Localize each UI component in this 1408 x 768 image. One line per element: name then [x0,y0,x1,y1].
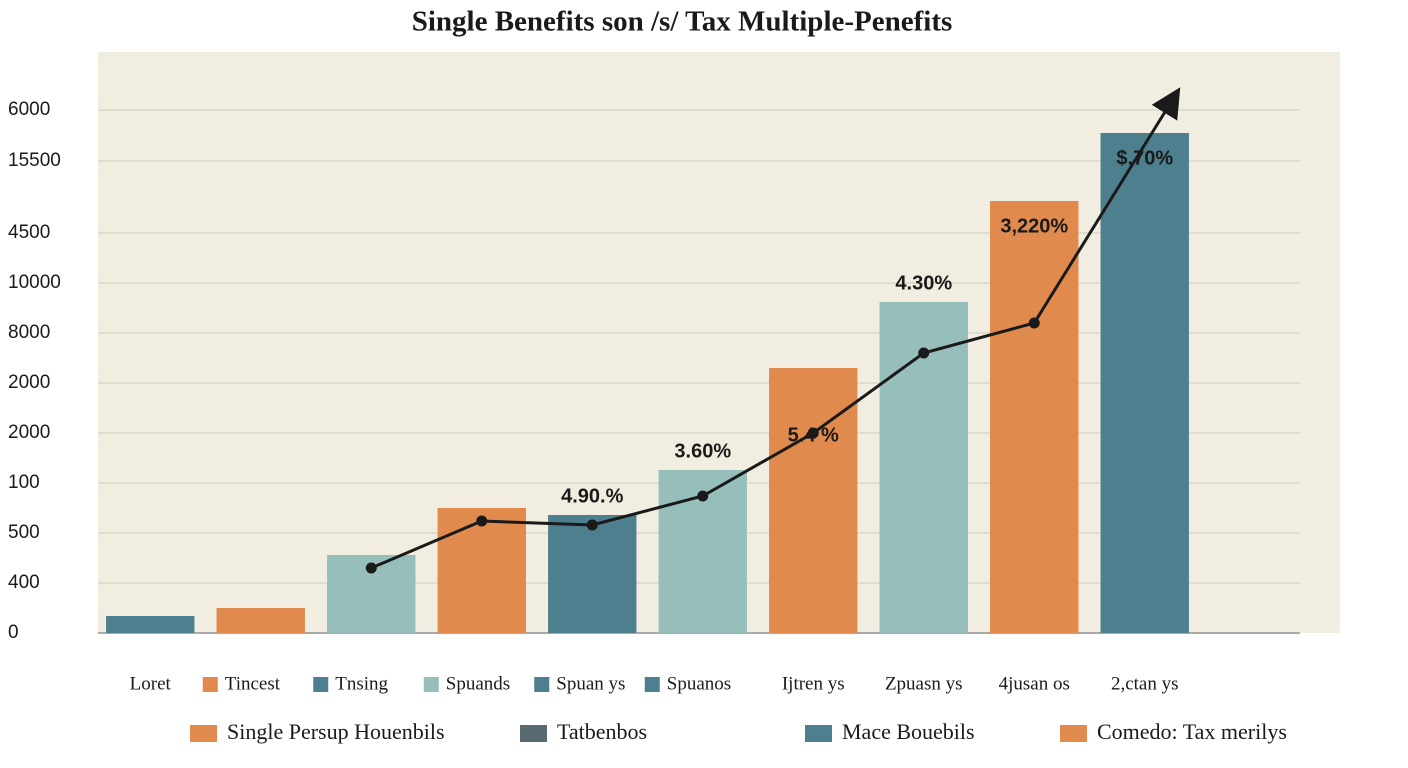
trend-line [370,87,1181,570]
bar [548,515,637,633]
x-tick-label: Spuands [446,673,510,694]
bar-annotation: 4.90.% [561,485,623,507]
bar-annotation: $,70% [1116,147,1173,169]
x-tick-label: Spuan ys [556,673,625,694]
trend-point [697,490,709,502]
x-tick-swatch [313,677,329,692]
x-tick-label: Ijtren ys [782,673,845,694]
legend-label: Mace Bouebils [842,719,975,744]
y-tick-label: 4500 [8,222,50,243]
bar [106,616,195,633]
y-tick-label: 0 [8,622,19,643]
legend-swatch [1060,725,1087,742]
x-tick-swatch [202,677,218,692]
y-tick-label: 6000 [8,99,50,120]
legend-swatch [190,725,217,742]
trend-point [476,515,488,527]
bar-annotation: 3.60% [674,440,731,462]
bar-annotation: 4.30% [895,272,952,294]
legend-swatch [520,725,547,742]
y-tick-label: 100 [8,472,40,493]
trend-point [586,519,598,531]
y-tick-label: 400 [8,572,40,593]
x-tick-label: Loret [130,673,172,694]
legend-label: Tatbenbos [557,719,647,744]
y-tick-label: 10000 [8,272,61,293]
bar-annotation: 3,220% [1000,215,1068,237]
y-tick-label: 8000 [8,322,50,343]
x-tick-label: Zpuasn ys [885,673,963,694]
x-tick-label: Spuanos [667,673,731,694]
bar [1100,133,1189,633]
y-tick-label: 2000 [8,422,50,443]
trend-point [807,427,819,439]
y-tick-label: 500 [8,522,40,543]
x-tick-label: 4jusan os [999,673,1070,694]
x-tick-swatch [423,677,439,692]
x-tick-label: Tnsing [335,673,388,694]
bar [990,201,1079,633]
legend-label: Comedo: Tax merilys [1097,719,1287,744]
y-tick-label: 15500 [8,150,61,171]
trend-point [918,347,930,359]
x-tick-label: 2,ctan ys [1111,673,1179,694]
x-tick-label: Tincest [225,673,281,694]
x-tick-swatch [534,677,550,692]
legend-label: Single Persup Houenbils [227,719,445,744]
legend-swatch [805,725,832,742]
x-tick-swatch [644,677,660,692]
y-tick-label: 2000 [8,372,50,393]
bar-annotation: 5.4 % [788,424,839,446]
bar [216,608,305,633]
bar [437,508,526,633]
bar [769,368,858,633]
trend-point [1028,317,1040,329]
chart-title: Single Benefits son /s/ Tax Multiple-Pen… [412,6,953,38]
trend-point [365,562,377,574]
